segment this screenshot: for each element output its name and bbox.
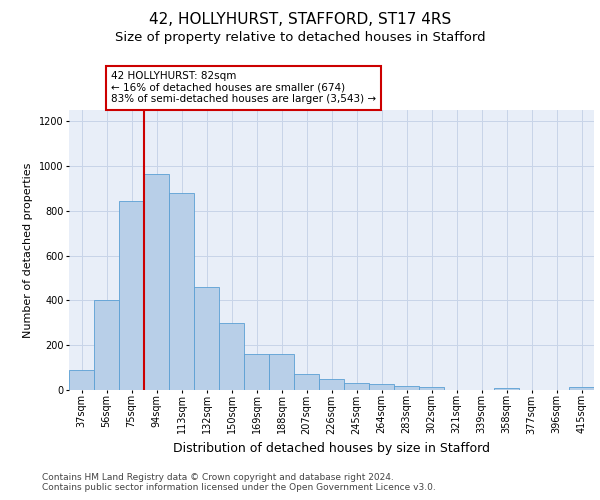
Bar <box>269 354 294 390</box>
Bar <box>319 379 344 390</box>
Text: 42, HOLLYHURST, STAFFORD, ST17 4RS: 42, HOLLYHURST, STAFFORD, ST17 4RS <box>149 12 451 28</box>
Bar <box>569 386 594 390</box>
Text: Contains HM Land Registry data © Crown copyright and database right 2024.
Contai: Contains HM Land Registry data © Crown c… <box>42 473 436 492</box>
Bar <box>219 323 244 390</box>
Bar <box>344 384 369 390</box>
Bar <box>169 193 194 390</box>
Bar <box>119 200 144 390</box>
Y-axis label: Number of detached properties: Number of detached properties <box>23 162 33 338</box>
Bar <box>369 384 394 390</box>
Bar <box>419 386 444 390</box>
Bar <box>144 174 169 390</box>
Bar <box>194 287 219 390</box>
Bar <box>394 386 419 390</box>
Bar <box>69 370 94 390</box>
X-axis label: Distribution of detached houses by size in Stafford: Distribution of detached houses by size … <box>173 442 490 455</box>
Text: 42 HOLLYHURST: 82sqm
← 16% of detached houses are smaller (674)
83% of semi-deta: 42 HOLLYHURST: 82sqm ← 16% of detached h… <box>111 71 376 104</box>
Bar <box>294 374 319 390</box>
Bar <box>494 388 519 390</box>
Text: Size of property relative to detached houses in Stafford: Size of property relative to detached ho… <box>115 31 485 44</box>
Bar <box>94 300 119 390</box>
Bar <box>244 354 269 390</box>
